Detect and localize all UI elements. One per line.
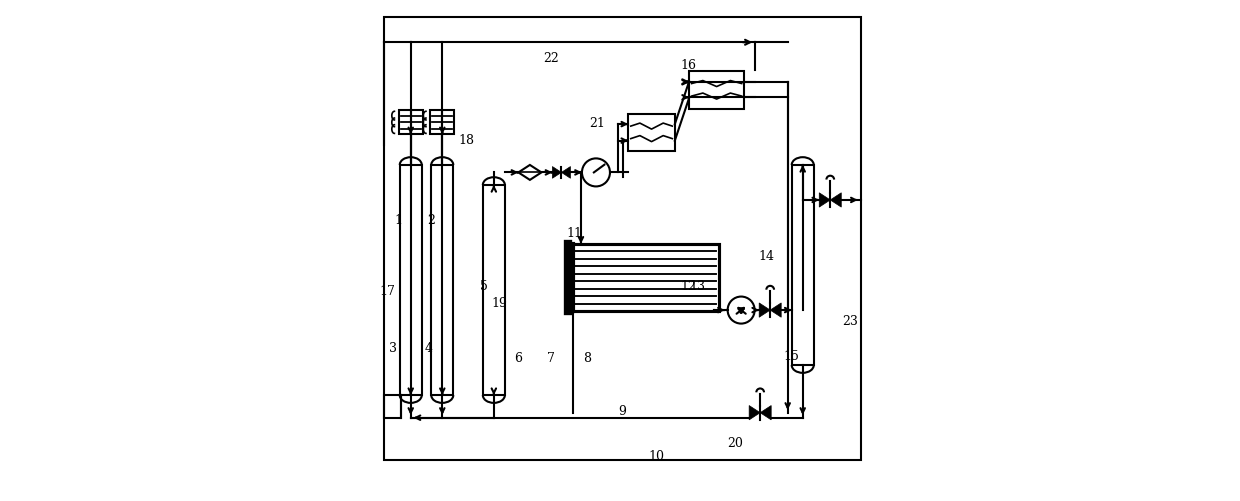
Text: 21: 21 [589,117,605,130]
Polygon shape [552,167,562,179]
Text: 23: 23 [842,314,858,327]
Bar [629,114,675,152]
Bar [689,72,744,109]
Text: 14: 14 [759,249,775,262]
Polygon shape [770,303,781,318]
Text: 13: 13 [689,279,706,292]
Bar [383,395,402,418]
Text: 19: 19 [492,297,508,310]
Text: 5: 5 [480,279,487,292]
Bar [430,111,454,135]
Text: 6: 6 [515,351,522,364]
Polygon shape [760,406,771,420]
Text: 22: 22 [543,52,559,65]
Text: 3: 3 [388,342,397,354]
Text: 20: 20 [727,436,743,449]
Bar [383,18,862,460]
Polygon shape [820,193,831,208]
Text: 9: 9 [618,404,626,417]
Text: 7: 7 [547,351,554,364]
Bar [482,185,505,395]
Bar [791,165,813,365]
Text: 12: 12 [681,279,696,292]
Polygon shape [749,406,760,420]
Text: 8: 8 [584,351,591,364]
Text: 4: 4 [425,342,433,354]
Text: 17: 17 [379,284,396,297]
Text: 18: 18 [459,134,475,147]
Text: 10: 10 [649,449,665,462]
Polygon shape [831,193,841,208]
Bar [568,244,719,312]
Bar [432,165,454,395]
Text: 2: 2 [427,214,435,227]
Text: 11: 11 [565,226,582,239]
Text: 15: 15 [784,349,799,362]
Bar [399,165,422,395]
Text: 16: 16 [680,59,696,72]
Polygon shape [562,167,570,179]
Polygon shape [759,303,770,318]
Bar [399,111,423,135]
Text: 1: 1 [394,214,403,227]
